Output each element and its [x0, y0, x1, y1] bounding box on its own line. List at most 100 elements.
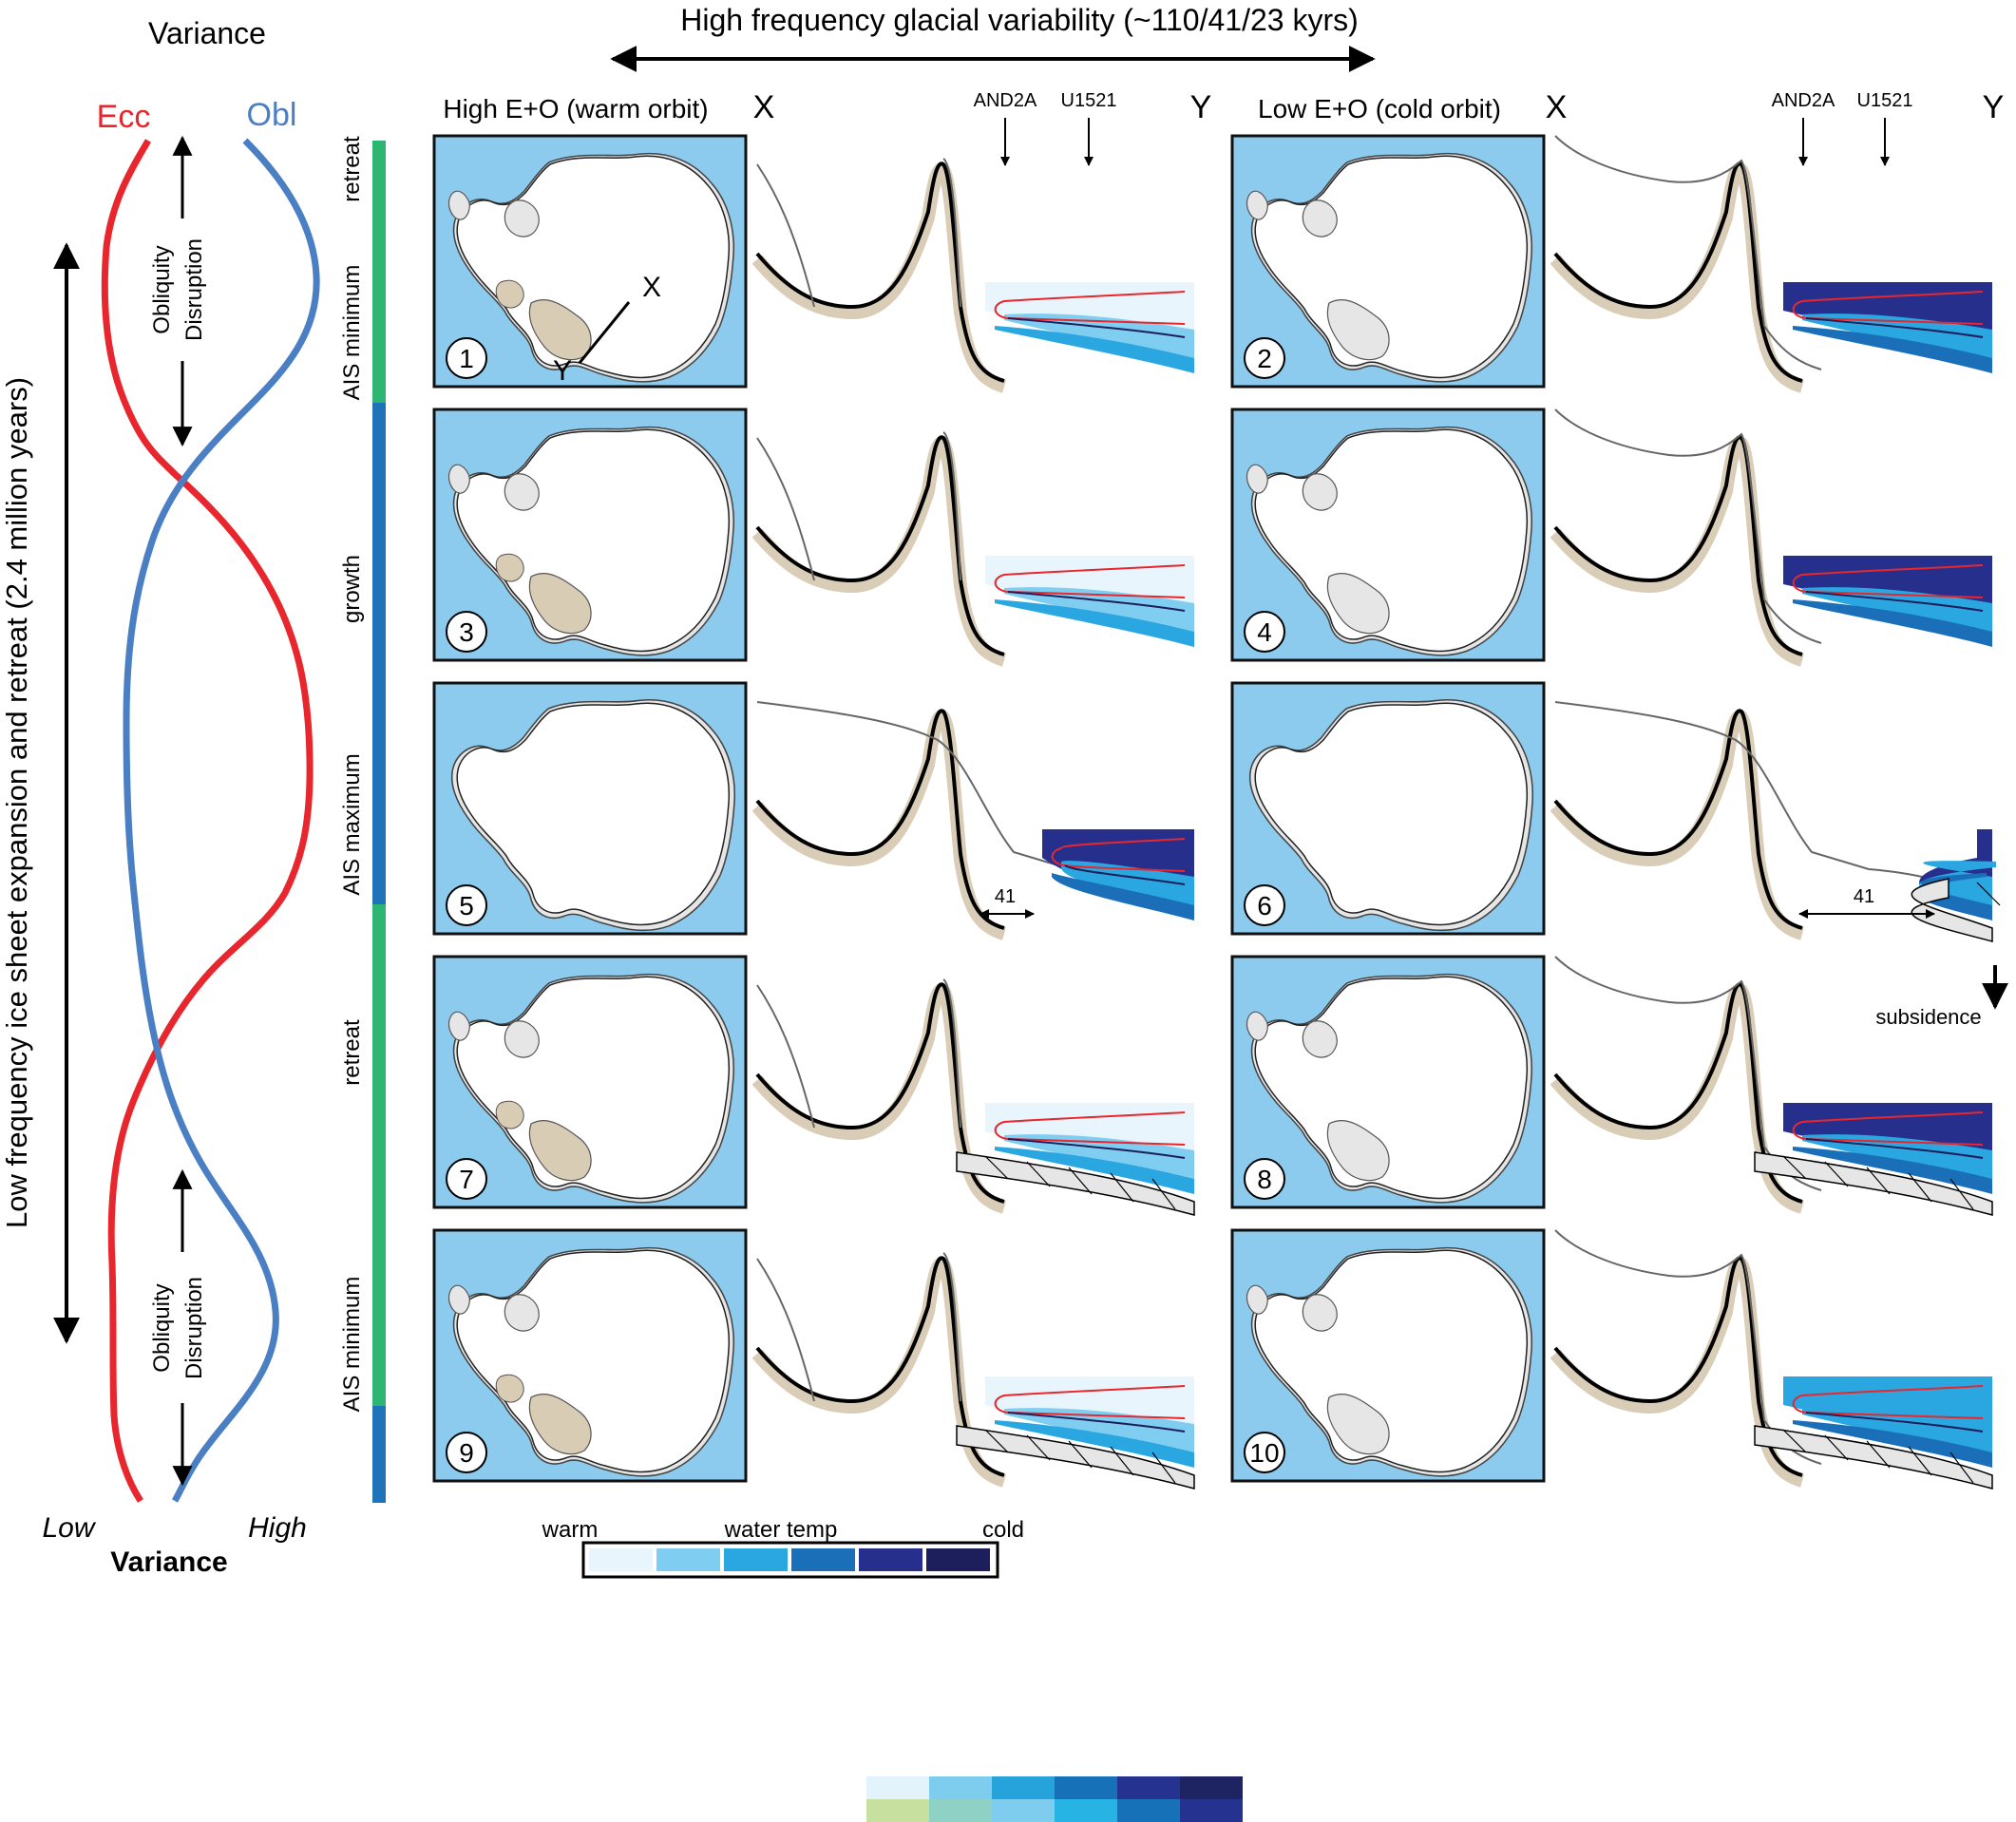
- map-continent: [447, 426, 735, 656]
- panel-number-circle: [446, 611, 487, 653]
- peninsula: [1246, 190, 1268, 220]
- warm-current: [1051, 838, 1186, 872]
- phase-label-ais-minimum-1: AIS minimum: [339, 265, 365, 401]
- ice-surface: [1554, 1229, 1822, 1465]
- wedge-hatch: [1068, 1167, 1093, 1195]
- legend-swatch-1: [589, 1548, 653, 1571]
- panel-number: 9: [459, 1438, 474, 1468]
- warm-current: [1792, 1385, 1984, 1419]
- water-layer-deep: [1916, 873, 1992, 920]
- ocean-water: [985, 1376, 1194, 1468]
- wedge-hatch: [1151, 1452, 1176, 1484]
- cold-current: [1805, 1412, 1984, 1433]
- map-continent: [447, 973, 735, 1204]
- water-layer-deep: [1793, 326, 1992, 373]
- legend-frame: [581, 1541, 999, 1579]
- peninsula: [447, 1011, 470, 1041]
- antarctica-map: [1230, 1228, 1546, 1483]
- swatch-row2-1: [866, 1799, 929, 1822]
- panel-number-circle: [446, 1432, 487, 1473]
- swatch-row1-3: [992, 1776, 1055, 1799]
- antarctica-map: [432, 134, 748, 389]
- antarctica-map: [1230, 955, 1546, 1209]
- weddell-sea-region: [504, 1020, 540, 1058]
- ocean-water: [985, 556, 1194, 647]
- phase-growth-bottom: [372, 1406, 386, 1503]
- distance-label-5: 41: [995, 886, 1016, 907]
- antarctica-map: [1230, 681, 1546, 936]
- map-continent: [1246, 426, 1533, 656]
- cold-current: [1805, 1138, 1984, 1159]
- ocean-water: [1783, 282, 1992, 373]
- section-y-label: Y: [553, 355, 572, 387]
- wedge-hatch: [1110, 1172, 1134, 1203]
- obliquity-text-bottom-2: Disruption: [181, 1277, 207, 1379]
- ocean-water: [1783, 556, 1992, 647]
- legend-warm: warm: [542, 1517, 599, 1543]
- panel-number: 2: [1257, 344, 1272, 373]
- wedge-hatch: [1949, 1452, 1974, 1484]
- panel-number: 1: [459, 344, 474, 373]
- ross-sea-region: [1326, 1393, 1390, 1455]
- legend-cold: cold: [982, 1517, 1024, 1543]
- water-temp-legend: warm water temp cold: [542, 1517, 1024, 1579]
- y-label-cold: Y: [1983, 89, 2005, 125]
- bedrock-profile: [1553, 982, 1803, 1204]
- antarctica-map: [432, 408, 748, 662]
- antarctica-map: [1230, 134, 1546, 389]
- bedrock-profile: [755, 982, 1005, 1204]
- swatch-row2-6: [1180, 1799, 1243, 1822]
- warm-current: [1792, 564, 1984, 598]
- ice-surface: [1554, 701, 1993, 902]
- obliquity-text-bottom-1: Obliquity: [149, 1283, 175, 1372]
- weddell-sea-region: [1302, 1020, 1338, 1058]
- phase-label-ais-minimum-2: AIS minimum: [339, 1277, 365, 1413]
- bedrock-profile: [755, 709, 1005, 930]
- panel-number: 6: [1257, 891, 1272, 920]
- sediment-layer: [751, 710, 1007, 940]
- ross-sea-region: [1326, 1119, 1390, 1182]
- cross-section: [1550, 408, 1992, 667]
- sediment-layer: [1550, 162, 1805, 393]
- swatch-row1-6: [1180, 1776, 1243, 1799]
- scenario-panel-6: 6: [1230, 681, 2001, 942]
- cold-current: [1007, 317, 1186, 338]
- obliquity-text-top-2: Disruption: [181, 238, 207, 341]
- swatch-row1-5: [1117, 1776, 1180, 1799]
- ross-sea-region: [528, 1119, 592, 1182]
- peninsula: [1246, 1011, 1268, 1041]
- peninsula: [447, 1284, 470, 1315]
- scenario-panel-1: 1: [432, 134, 1194, 393]
- cross-section: [751, 978, 1195, 1216]
- ocean-water: [1042, 829, 1194, 920]
- section-line: X Y: [553, 272, 661, 387]
- sediment-layer: [751, 1257, 1007, 1488]
- peninsula: [447, 464, 470, 494]
- ice-surface: [1554, 135, 1822, 370]
- panel-number: 10: [1249, 1438, 1279, 1468]
- warm-current: [994, 564, 1186, 598]
- panel-number-circle: [1244, 884, 1285, 926]
- scenario-panel-4: 4: [1230, 408, 1992, 667]
- sediment-wedge: [1754, 1151, 1993, 1216]
- swatch-row1-1: [866, 1776, 929, 1799]
- column-header-warm: High E+O (warm orbit) X Y AND2A U1521: [443, 89, 1211, 166]
- scenario-panel-3: 3: [432, 408, 1194, 667]
- wedge-hatch: [1110, 1446, 1134, 1476]
- sediment-layer: [1550, 436, 1805, 667]
- warm-current: [994, 1385, 1186, 1419]
- weddell-sea-region: [1302, 199, 1338, 237]
- cross-section: [1550, 135, 1992, 393]
- panel-number-circle: [1244, 1432, 1285, 1473]
- sediment-layer: [751, 162, 1007, 393]
- swatch-row2-3: [992, 1799, 1055, 1822]
- map-continent: [447, 152, 735, 383]
- sediment-layer: [751, 436, 1007, 667]
- distance-label-6: 41: [1854, 886, 1874, 907]
- water-layer-deep: [995, 1420, 1194, 1468]
- scenario-panel-8: 8: [1230, 955, 1993, 1216]
- sediment-wedge: [1754, 1425, 1993, 1490]
- bedrock-profile: [1553, 709, 1803, 930]
- exposed-bed: [495, 1100, 524, 1129]
- section-line-xy: [578, 301, 631, 364]
